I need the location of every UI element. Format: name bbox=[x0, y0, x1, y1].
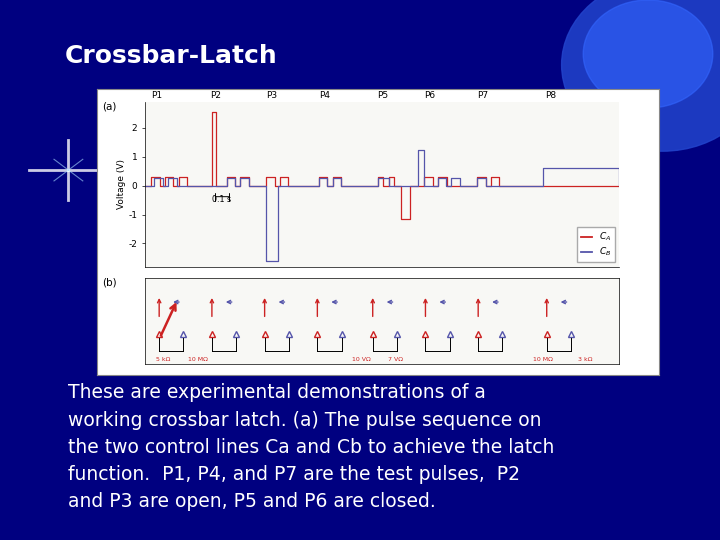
Text: These are experimental demonstrations of a
working crossbar latch. (a) The pulse: These are experimental demonstrations of… bbox=[68, 383, 555, 511]
Text: P4: P4 bbox=[319, 91, 330, 99]
Legend: $C_A$, $C_B$: $C_A$, $C_B$ bbox=[577, 227, 615, 262]
Text: 10 MΩ: 10 MΩ bbox=[188, 357, 207, 362]
Text: P7: P7 bbox=[477, 91, 488, 99]
Text: (b): (b) bbox=[102, 278, 117, 288]
Text: 3 kΩ: 3 kΩ bbox=[578, 357, 593, 362]
Text: (a): (a) bbox=[102, 102, 117, 112]
Ellipse shape bbox=[583, 0, 713, 108]
Text: P1: P1 bbox=[151, 91, 162, 99]
Text: P5: P5 bbox=[377, 91, 388, 99]
Text: P2: P2 bbox=[211, 91, 222, 99]
Text: 7 VΩ: 7 VΩ bbox=[388, 357, 403, 362]
Y-axis label: Voltage (V): Voltage (V) bbox=[117, 159, 125, 210]
Ellipse shape bbox=[562, 0, 720, 151]
Text: 0.1 s: 0.1 s bbox=[212, 195, 232, 205]
Text: 5 kΩ: 5 kΩ bbox=[156, 357, 171, 362]
Text: P3: P3 bbox=[266, 91, 277, 99]
Text: P8: P8 bbox=[545, 91, 557, 99]
Text: 10 VΩ: 10 VΩ bbox=[352, 357, 371, 362]
Text: P6: P6 bbox=[424, 91, 435, 99]
Text: Crossbar-Latch: Crossbar-Latch bbox=[65, 44, 277, 68]
Text: 10 MΩ: 10 MΩ bbox=[533, 357, 553, 362]
